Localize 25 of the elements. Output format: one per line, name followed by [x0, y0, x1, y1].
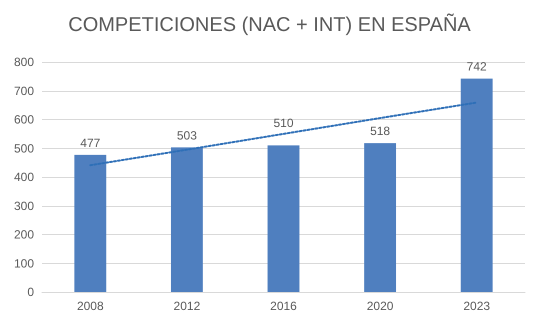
chart-title: COMPETICIONES (NAC + INT) EN ESPAÑA	[68, 13, 472, 36]
bar	[364, 143, 396, 292]
y-tick-label: 0	[27, 285, 34, 299]
x-tick-label: 2008	[76, 299, 104, 313]
bar	[170, 147, 203, 292]
y-tick-label: 100	[14, 256, 34, 270]
data-label: 742	[466, 60, 488, 74]
y-tick-label: 400	[14, 170, 34, 184]
data-label: 518	[370, 124, 390, 138]
y-tick-label: 700	[14, 84, 34, 98]
data-label: 477	[80, 136, 101, 150]
x-tick-label: 2012	[174, 299, 201, 313]
bar	[74, 154, 106, 292]
x-tick-label: 2023	[463, 299, 490, 313]
y-tick-label: 500	[14, 141, 34, 156]
x-tick-label: 2016	[270, 299, 298, 313]
y-tick-label: 800	[14, 55, 34, 69]
y-tick-label: 600	[14, 112, 34, 126]
x-tick-label: 2020	[366, 299, 394, 313]
y-tick-label: 300	[14, 198, 34, 213]
bar	[268, 145, 300, 292]
bar	[460, 78, 493, 292]
y-tick-label: 200	[14, 228, 34, 242]
data-label: 503	[176, 128, 198, 142]
data-label: 510	[273, 116, 294, 130]
